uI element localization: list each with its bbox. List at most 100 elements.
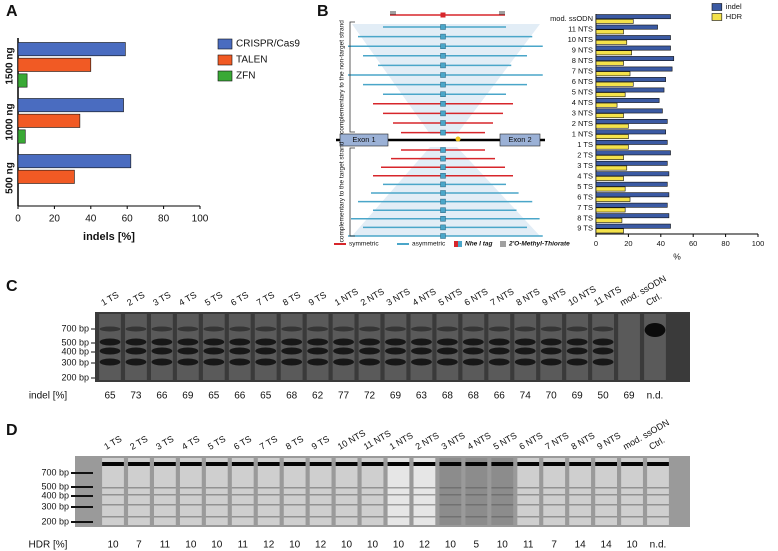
legend-label: indel xyxy=(726,2,742,11)
band xyxy=(592,347,614,355)
bar xyxy=(595,171,670,177)
bar xyxy=(595,134,629,140)
band xyxy=(411,338,432,346)
lane-label: 1 TS xyxy=(102,434,123,452)
band xyxy=(231,462,254,466)
band xyxy=(465,487,488,489)
band xyxy=(203,358,225,366)
row-label: indel [%] xyxy=(29,391,68,402)
band xyxy=(128,504,150,506)
bar xyxy=(595,18,634,24)
band xyxy=(621,487,643,489)
band xyxy=(257,504,280,506)
band xyxy=(335,487,358,489)
lane-label: 6 NTS xyxy=(517,430,544,451)
band xyxy=(647,462,669,466)
band xyxy=(154,494,176,496)
tag xyxy=(440,81,446,88)
band xyxy=(154,487,176,489)
lane-label: 7 NTS xyxy=(488,286,515,307)
lane xyxy=(309,458,332,525)
band xyxy=(309,504,332,506)
value-label: 10 xyxy=(626,540,638,551)
lane-label: 2 NTS xyxy=(359,286,386,307)
band xyxy=(283,487,306,489)
lane xyxy=(335,458,358,525)
lane-label: 7 NTS xyxy=(543,430,570,451)
band xyxy=(491,494,514,496)
band xyxy=(437,358,458,366)
lane xyxy=(517,458,540,525)
tag xyxy=(440,24,446,30)
lane xyxy=(151,314,173,380)
legend-label: asymmetric xyxy=(412,241,446,248)
band xyxy=(257,494,280,496)
band xyxy=(309,487,332,489)
band xyxy=(437,338,458,346)
value-label: 7 xyxy=(136,540,142,551)
band xyxy=(179,487,202,489)
band xyxy=(595,494,617,496)
value-label: 10 xyxy=(367,540,379,551)
band xyxy=(203,326,225,332)
band xyxy=(359,347,380,355)
bar xyxy=(595,71,631,77)
band xyxy=(592,326,614,332)
category-label: 5 NTS xyxy=(572,88,593,97)
band xyxy=(229,338,251,346)
band xyxy=(514,358,536,366)
legend-label: CRISPR/Cas9 xyxy=(236,39,300,50)
band xyxy=(413,494,436,496)
lane-label: mod. ssODN xyxy=(618,273,668,307)
lane xyxy=(436,314,459,380)
lane xyxy=(439,458,462,525)
x-tick-label: 60 xyxy=(122,214,134,225)
bar xyxy=(595,207,626,213)
bar xyxy=(595,213,670,219)
category-label: 1500 ng xyxy=(5,47,16,84)
category-label: 7 TS xyxy=(577,203,593,212)
value-label: 65 xyxy=(104,391,116,402)
band xyxy=(385,347,406,355)
lane xyxy=(465,458,488,525)
bar xyxy=(595,50,632,56)
band xyxy=(413,462,436,466)
band xyxy=(307,358,328,366)
band xyxy=(488,358,510,366)
band xyxy=(99,338,121,346)
band xyxy=(283,516,306,518)
value-label: 7 xyxy=(551,540,557,551)
category-label: 4 NTS xyxy=(572,98,593,107)
bar xyxy=(17,169,75,184)
bar xyxy=(595,118,668,124)
value-label: 69 xyxy=(623,391,635,402)
bar xyxy=(595,87,665,93)
band xyxy=(385,358,406,366)
band xyxy=(385,338,406,346)
tag xyxy=(440,120,446,126)
band xyxy=(179,504,202,506)
band xyxy=(465,494,488,496)
tag xyxy=(440,91,446,97)
band xyxy=(361,462,384,466)
band xyxy=(257,516,280,518)
lane-label: 4 TS xyxy=(177,290,198,308)
ladder-label: 500 bp xyxy=(61,337,89,347)
x-tick-label: 60 xyxy=(689,239,697,248)
band xyxy=(102,516,124,518)
exon-label: Exon 1 xyxy=(352,135,375,144)
band xyxy=(205,516,228,518)
bar xyxy=(595,108,663,114)
lane xyxy=(413,458,436,525)
band xyxy=(154,504,176,506)
band xyxy=(125,338,147,346)
bar xyxy=(595,77,666,82)
bar xyxy=(595,14,671,20)
band xyxy=(128,462,150,466)
band xyxy=(543,516,566,518)
bar xyxy=(17,129,26,144)
x-tick-label: 0 xyxy=(15,214,21,225)
lane-label: 9 NTS xyxy=(540,286,567,307)
lane xyxy=(102,458,124,525)
band xyxy=(177,347,199,355)
